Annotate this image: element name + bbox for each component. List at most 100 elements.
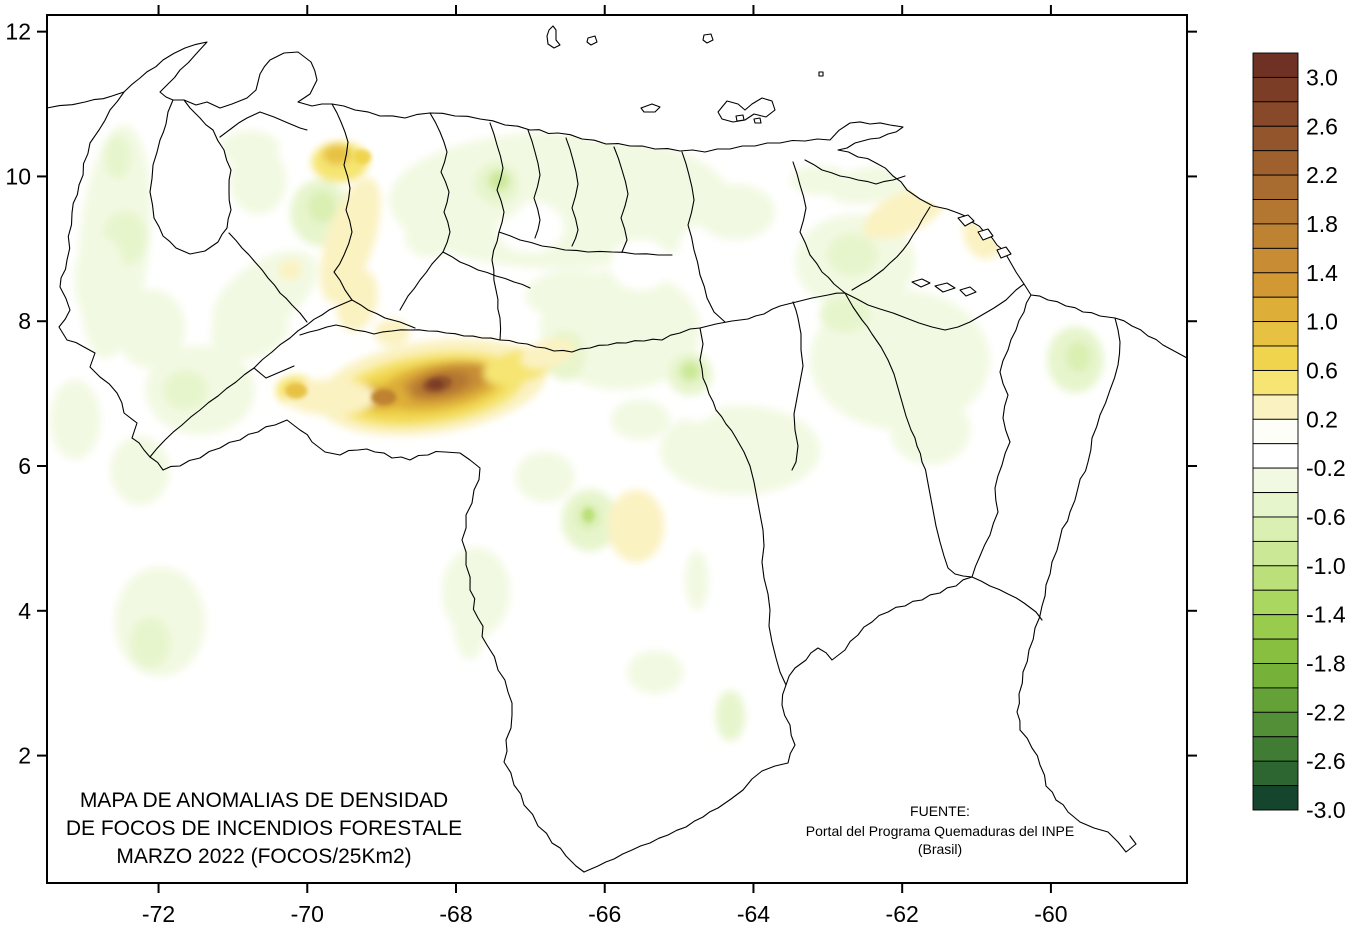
island bbox=[957, 214, 975, 227]
colorbar-label: -1.8 bbox=[1306, 651, 1346, 677]
colorbar-segment bbox=[1252, 76, 1299, 103]
anomaly-blob bbox=[278, 259, 303, 280]
anomaly-blob bbox=[74, 235, 126, 325]
essequibo-boundary bbox=[1016, 317, 1137, 853]
state-border bbox=[219, 111, 308, 138]
colorbar-label: 1.4 bbox=[1306, 260, 1338, 286]
state-border bbox=[791, 301, 804, 471]
colorbar-label: 3.0 bbox=[1306, 64, 1338, 90]
map-title: MAPA DE ANOMALIAS DE DENSIDAD DE FOCOS D… bbox=[66, 789, 462, 868]
colorbar-label: -0.6 bbox=[1306, 504, 1346, 530]
colorbar-label: 0.2 bbox=[1306, 406, 1338, 432]
y-tick-label: 8 bbox=[18, 308, 31, 334]
colorbar-label: -2.6 bbox=[1306, 748, 1346, 774]
colorbar-label: 2.6 bbox=[1306, 113, 1338, 139]
anomaly-contour-layer bbox=[50, 124, 1115, 742]
state-border bbox=[351, 299, 416, 329]
anomaly-blob bbox=[790, 164, 851, 196]
anomaly-blob bbox=[679, 361, 701, 382]
x-tick-label: -60 bbox=[1034, 901, 1067, 927]
state-border bbox=[851, 206, 931, 291]
x-tick-label: -66 bbox=[588, 901, 621, 927]
state-border bbox=[681, 151, 726, 323]
colorbar-segment bbox=[1252, 101, 1299, 127]
colorbar-segment bbox=[1252, 760, 1299, 787]
anomaly-blob bbox=[50, 379, 101, 460]
anomaly-blob bbox=[827, 232, 878, 277]
coastline-west bbox=[46, 41, 208, 109]
state-border bbox=[299, 324, 701, 353]
island bbox=[959, 286, 977, 297]
colorbar-segment bbox=[1252, 296, 1299, 323]
colorbar-segment bbox=[1252, 516, 1299, 542]
state-border bbox=[613, 146, 629, 253]
state-border bbox=[442, 251, 531, 289]
colorbar-segment bbox=[1252, 663, 1299, 689]
island bbox=[735, 114, 745, 122]
colorbar-labels: 3.0 2.6 2.2 1.8 1.4 1.0 0.6 0.2 -0.2 -0.6 -1.0 -1.4… bbox=[1306, 64, 1346, 823]
island bbox=[996, 246, 1012, 259]
anomaly-blob bbox=[163, 369, 208, 411]
state-border bbox=[527, 129, 541, 239]
title-line-1: MAPA DE ANOMALIAS DE DENSIDAD bbox=[80, 789, 448, 812]
state-border bbox=[699, 283, 1025, 331]
country-and-state-borders bbox=[46, 25, 1188, 873]
y-tick-label: 6 bbox=[18, 453, 31, 479]
island bbox=[702, 33, 714, 44]
anomaly-blob bbox=[104, 135, 131, 179]
colorbar-segment bbox=[1252, 272, 1299, 298]
colorbar-label: -2.2 bbox=[1306, 699, 1346, 725]
anomaly-blob bbox=[607, 489, 665, 563]
anomaly-blob bbox=[353, 149, 372, 165]
colombia-border bbox=[58, 91, 585, 873]
x-tick-label: -72 bbox=[142, 901, 175, 927]
plot-frame bbox=[46, 14, 1188, 884]
state-border bbox=[228, 232, 308, 323]
state-border bbox=[149, 299, 353, 458]
colorbar-segment bbox=[1252, 247, 1299, 274]
colorbar-segment bbox=[1252, 589, 1299, 616]
colorbar-label: 1.0 bbox=[1306, 309, 1338, 335]
anomaly-blob bbox=[582, 508, 595, 523]
anomaly-blob bbox=[308, 190, 337, 223]
island bbox=[640, 103, 661, 113]
colorbar-segment bbox=[1252, 492, 1299, 518]
state-border bbox=[498, 231, 673, 256]
state-border bbox=[804, 159, 906, 185]
anomaly-blob bbox=[610, 399, 671, 441]
anomaly-blob bbox=[525, 269, 625, 321]
colorbar-segment bbox=[1252, 687, 1299, 713]
y-tick-label: 10 bbox=[5, 163, 31, 189]
colorbar-segment bbox=[1252, 614, 1299, 640]
colorbar-segment bbox=[1252, 370, 1299, 396]
y-tick-label: 12 bbox=[5, 19, 31, 45]
anomaly-blob bbox=[220, 130, 280, 167]
state-border bbox=[331, 103, 353, 301]
state-border bbox=[565, 137, 579, 247]
anomaly-blob bbox=[371, 389, 397, 406]
lake-maracaibo bbox=[149, 99, 232, 255]
anomaly-blob bbox=[1065, 341, 1091, 372]
anomaly-blob bbox=[115, 288, 186, 369]
colorbar-segment bbox=[1252, 711, 1299, 738]
anomaly-blob bbox=[452, 564, 488, 660]
anomaly-blob bbox=[627, 650, 684, 694]
colorbar-segment bbox=[1252, 394, 1299, 420]
colorbar-segment bbox=[1252, 345, 1299, 371]
island bbox=[934, 282, 956, 293]
anomaly-blob bbox=[336, 268, 378, 332]
colorbar-segment bbox=[1252, 736, 1299, 762]
anomaly-blob bbox=[659, 405, 821, 495]
colorbar-segment bbox=[1252, 125, 1299, 152]
anomaly-blob bbox=[610, 239, 671, 291]
colorbar-segment bbox=[1252, 150, 1299, 176]
x-tick-label: -62 bbox=[886, 901, 919, 927]
island bbox=[818, 71, 824, 77]
source-line-3: (Brasil) bbox=[918, 841, 962, 857]
state-border bbox=[699, 327, 787, 686]
axis-ticks bbox=[37, 5, 1197, 893]
anomaly-blob bbox=[715, 690, 746, 742]
anomaly-blob bbox=[284, 382, 308, 399]
